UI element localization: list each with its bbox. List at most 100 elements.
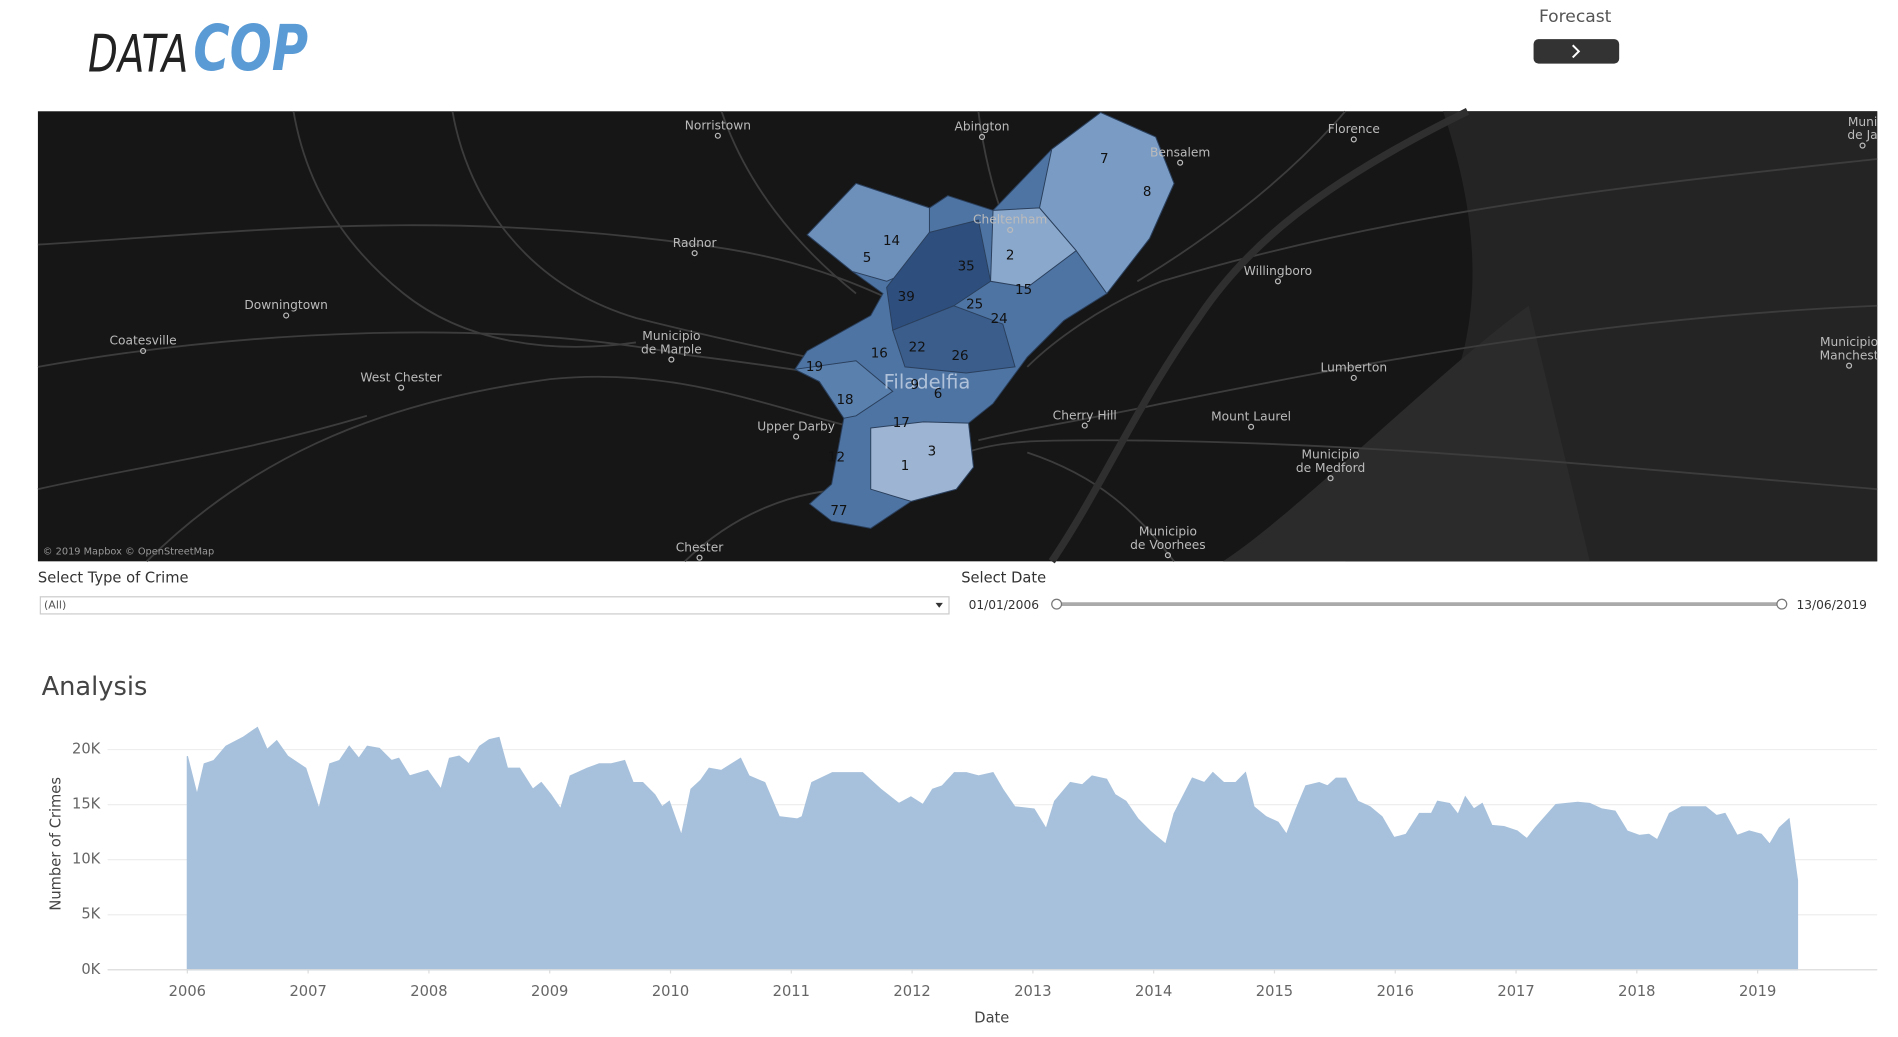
place-dot — [696, 554, 703, 561]
chart-title: Analysis — [42, 672, 148, 702]
place-dot — [1081, 422, 1088, 429]
crime-dropdown[interactable]: (All) — [39, 596, 950, 615]
place-label: Cheltenham — [973, 213, 1047, 227]
logo-left: DATA — [88, 24, 188, 84]
crime-filter-label: Select Type of Crime — [38, 569, 189, 586]
place-label: Municipio — [1820, 335, 1878, 349]
place-label: West Chester — [360, 370, 442, 384]
x-tick-label: 2019 — [1739, 983, 1776, 1000]
x-tick-label: 2006 — [169, 983, 206, 1000]
district-label: 17 — [893, 416, 910, 431]
map: Norristown Abington FlorenceBensalemMunide… — [37, 107, 1879, 564]
x-tick-label: 2013 — [1014, 983, 1051, 1000]
x-tick-label: 2008 — [410, 983, 447, 1000]
district-label: 18 — [836, 393, 853, 408]
district-label: 14 — [883, 234, 900, 249]
place-dot — [1007, 226, 1014, 233]
place-label: Abington — [955, 120, 1010, 134]
district-area — [793, 360, 894, 419]
place-dot — [140, 347, 147, 355]
place-label: Muni — [1848, 115, 1877, 129]
place-dot — [1327, 475, 1334, 482]
place-dot — [793, 433, 800, 440]
place-label: Lumberton — [1321, 361, 1388, 375]
place-label: Norristown — [685, 118, 751, 132]
forecast-button[interactable] — [1533, 39, 1620, 64]
y-tick-label: 0K — [81, 961, 100, 978]
roads — [37, 110, 1878, 562]
district-label: 24 — [991, 312, 1008, 327]
district-label: 2 — [1006, 249, 1015, 264]
place-label: de Medford — [1296, 461, 1365, 475]
dropdown-arrow[interactable] — [935, 602, 943, 608]
district-label: 19 — [806, 360, 823, 375]
city-label: Filadelfia — [884, 370, 971, 393]
place-dot — [1350, 374, 1357, 381]
district-label: 15 — [1015, 283, 1032, 298]
y-axis-label: Number of Crimes — [47, 777, 64, 911]
y-tick-label: 20K — [72, 741, 101, 758]
logo-right: COP — [193, 11, 308, 85]
district-label: 7 — [1100, 152, 1109, 167]
x-tick-label: 2009 — [531, 983, 568, 1000]
date-slider[interactable] — [1051, 598, 1788, 610]
place-dot — [668, 356, 675, 363]
x-tick-label: 2010 — [652, 983, 689, 1000]
x-tick-label: 2015 — [1256, 983, 1293, 1000]
place-dot — [691, 250, 698, 257]
district-area — [892, 305, 1016, 374]
place-label: Chester — [676, 540, 724, 554]
district-label: 39 — [898, 290, 915, 305]
district-label: 5 — [863, 251, 872, 266]
slider-handle[interactable] — [1051, 598, 1063, 610]
place-dot — [1846, 362, 1853, 369]
dropdown-value[interactable]: (All) — [44, 598, 66, 611]
district-label: 6 — [934, 387, 943, 402]
place-label: Florence — [1328, 122, 1380, 136]
date-filter-label: Select Date — [961, 569, 1046, 586]
district-label: 1 — [901, 459, 910, 474]
place-dot — [398, 384, 405, 391]
x-tick-label: 2014 — [1135, 983, 1172, 1000]
y-tick-label: 10K — [72, 851, 101, 868]
place-dot — [1274, 278, 1282, 285]
x-axis-label: Date — [974, 1010, 1009, 1027]
chevron[interactable] — [1572, 44, 1581, 59]
terrain — [1222, 305, 1590, 562]
place-dot — [978, 133, 986, 141]
place-label: de Ja — [1847, 128, 1877, 142]
x-tick-label: 2012 — [893, 983, 930, 1000]
place-dot — [1177, 159, 1184, 166]
place-label: Bensalem — [1150, 145, 1210, 159]
place-label: Downingtown — [244, 298, 328, 312]
district-label: 25 — [966, 298, 983, 313]
districts — [793, 111, 1175, 529]
x-tick-label: 2016 — [1377, 983, 1414, 1000]
place-dot — [1164, 552, 1171, 559]
place-dot — [714, 132, 721, 139]
place-dot — [1350, 136, 1357, 143]
place-label: Manchest — [1820, 348, 1879, 362]
place-label: Willingboro — [1244, 264, 1312, 278]
place-label: Municipio — [1301, 447, 1359, 461]
y-tick-label: 5K — [81, 906, 100, 923]
place-label: Mount Laurel — [1211, 410, 1291, 424]
river — [1048, 107, 1470, 564]
x-tick-label: 2011 — [773, 983, 810, 1000]
date-start: 01/01/2006 — [969, 598, 1039, 612]
place-label: Radnor — [673, 236, 718, 250]
place-label: de Marple — [641, 342, 702, 356]
district-label: 26 — [951, 349, 968, 364]
place-dot — [283, 312, 290, 319]
slider-handle[interactable] — [1776, 598, 1788, 610]
place-dot — [1859, 142, 1866, 149]
button-bg[interactable] — [1533, 39, 1620, 64]
district-label: 8 — [1143, 185, 1152, 200]
district-label: 35 — [958, 260, 975, 275]
y-tick-label: 15K — [72, 796, 101, 813]
district-label: 3 — [928, 444, 937, 459]
dropdown-box[interactable] — [39, 596, 950, 615]
